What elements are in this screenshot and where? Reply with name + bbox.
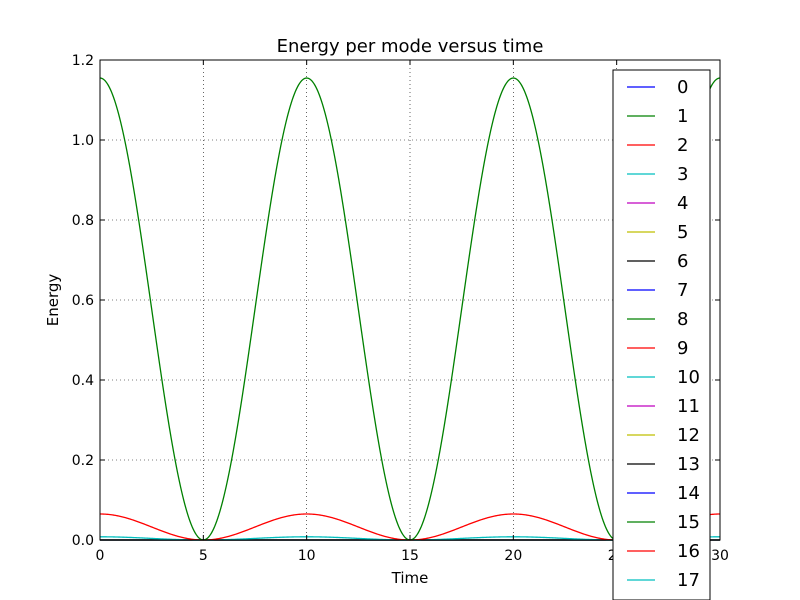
legend-label-3: 3 [677,164,688,185]
legend-label-15: 15 [677,512,700,533]
legend-label-16: 16 [677,541,700,562]
y-axis-label: Energy [44,274,62,327]
legend-label-11: 11 [677,396,700,417]
y-tick-label: 1.2 [72,53,94,69]
x-tick-label: 30 [711,548,729,564]
y-tick-label: 0.4 [72,373,94,389]
y-tick-label: 0.6 [72,293,94,309]
legend-label-5: 5 [677,222,688,243]
legend-label-13: 13 [677,454,700,475]
x-tick-label: 15 [401,548,419,564]
legend-label-0: 0 [677,77,688,98]
x-tick-label: 10 [298,548,316,564]
legend-label-14: 14 [677,483,700,504]
chart-title: Energy per mode versus time [277,36,544,57]
legend-label-8: 8 [677,309,688,330]
legend-box [612,69,711,600]
legend-label-10: 10 [677,367,700,388]
legend-label-12: 12 [677,425,700,446]
legend-label-4: 4 [677,193,688,214]
legend-label-1: 1 [677,106,688,127]
legend-label-6: 6 [677,251,688,272]
legend-label-9: 9 [677,338,688,359]
x-tick-label: 0 [96,548,105,564]
legend-label-2: 2 [677,135,688,156]
y-tick-label: 0.2 [72,453,94,469]
legend-label-17: 17 [677,570,700,591]
y-tick-label: 0.8 [72,213,94,229]
x-tick-label: 20 [504,548,522,564]
y-tick-label: 1.0 [72,133,94,149]
legend-label-7: 7 [677,280,688,301]
x-tick-label: 5 [199,548,208,564]
x-axis-label: Time [391,569,429,587]
y-tick-label: 0.0 [72,533,94,549]
